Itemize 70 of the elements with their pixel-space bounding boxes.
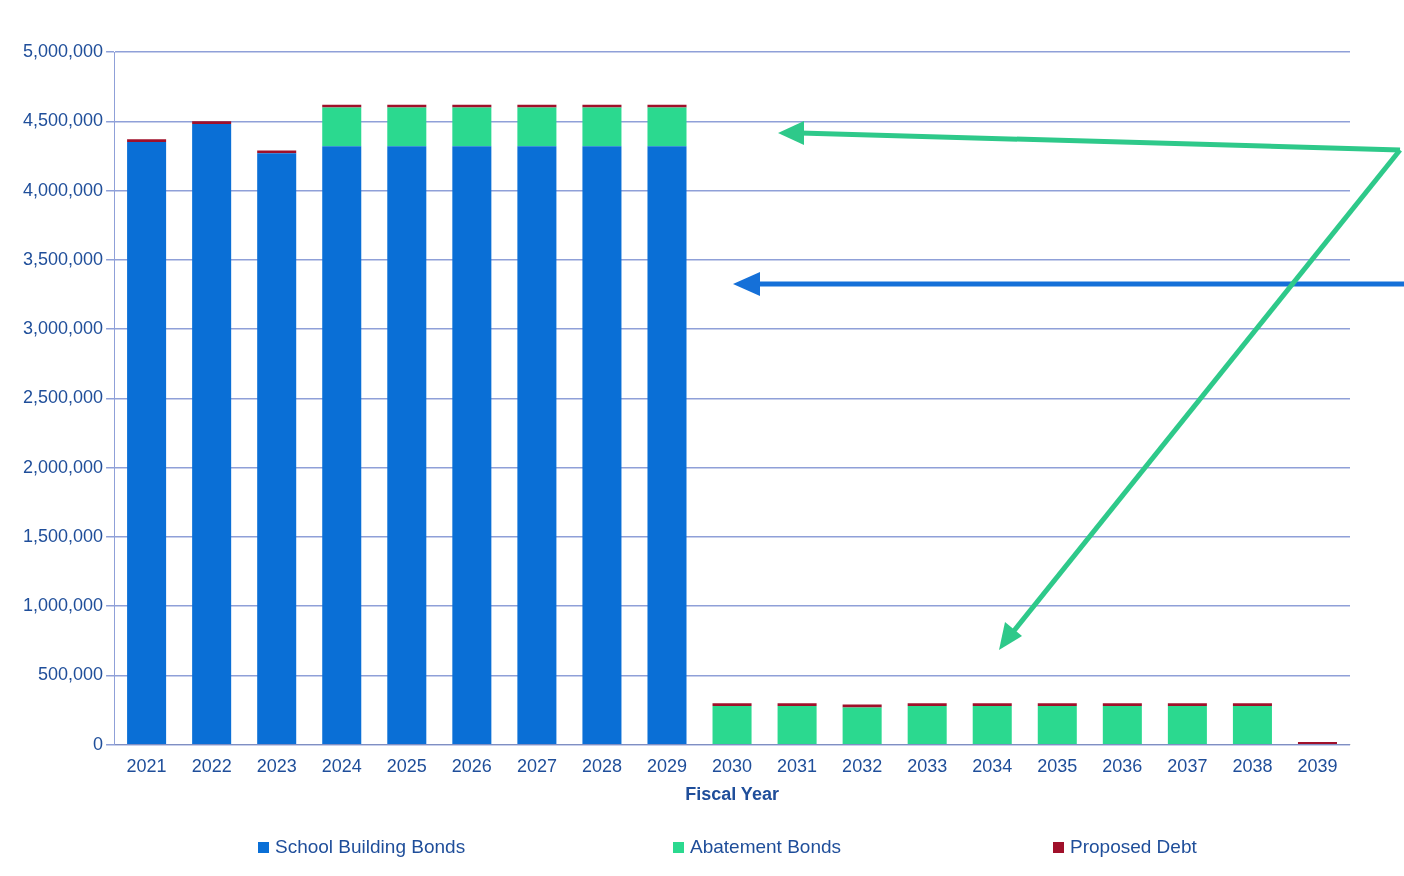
x-tick-label: 2036 [1102, 755, 1143, 776]
bar [1167, 706, 1207, 745]
bar [257, 150, 297, 154]
bar [1037, 706, 1077, 745]
x-tick-label: 2033 [907, 755, 948, 776]
bar [322, 146, 362, 745]
x-tick-label: 2037 [1167, 755, 1208, 776]
y-tick-label: 2,000,000 [23, 456, 104, 477]
x-tick-label: 2031 [777, 755, 818, 776]
y-tick-label: 1,500,000 [23, 525, 104, 546]
x-tick-label: 2032 [842, 755, 883, 776]
y-tick-label: 500,000 [38, 664, 104, 685]
x-tick-label: 2023 [256, 755, 297, 776]
bar [517, 146, 557, 745]
bar [127, 142, 167, 745]
y-tick-label: 5,000,000 [23, 40, 104, 61]
y-tick-label: 2,500,000 [23, 387, 104, 408]
bar [257, 153, 297, 745]
bar [582, 146, 622, 745]
bar [1102, 706, 1142, 745]
y-tick-label: 3,500,000 [23, 248, 104, 269]
bar [192, 124, 232, 745]
bar [1232, 703, 1272, 706]
y-tick-label: 3,000,000 [23, 318, 104, 339]
bar [1232, 706, 1272, 745]
bar [387, 107, 427, 147]
x-tick-label: 2026 [451, 755, 492, 776]
bar [972, 706, 1012, 745]
x-tick-label: 2030 [712, 755, 753, 776]
bar [712, 706, 752, 745]
x-axis-title: Fiscal Year [685, 784, 779, 805]
bar [452, 146, 492, 745]
bar [777, 703, 817, 706]
bar [647, 107, 687, 147]
y-tick-label: 4,500,000 [23, 110, 104, 131]
x-tick-label: 2035 [1037, 755, 1078, 776]
bar [192, 121, 232, 125]
x-tick-label: 2021 [126, 755, 167, 776]
legend-label: Abatement Bonds [690, 836, 842, 858]
bar [517, 107, 557, 147]
bar [322, 107, 362, 147]
x-tick-label: 2039 [1297, 755, 1338, 776]
bar [907, 703, 947, 706]
bar [647, 146, 687, 745]
bar [387, 146, 427, 745]
y-tick-label: 4,000,000 [23, 179, 104, 200]
bar [907, 706, 947, 745]
bar [582, 107, 622, 147]
y-tick-label: 1,000,000 [23, 595, 104, 616]
bar [1037, 703, 1077, 706]
x-tick-label: 2028 [581, 755, 622, 776]
bar [1102, 703, 1142, 706]
x-tick-label: 2038 [1232, 755, 1273, 776]
bar [972, 703, 1012, 706]
y-tick-label: 0 [93, 733, 104, 754]
bar [842, 707, 882, 745]
bar [712, 703, 752, 706]
legend-label: School Building Bonds [275, 836, 466, 858]
bar [777, 706, 817, 745]
bar [127, 139, 167, 143]
x-tick-label: 2027 [516, 755, 557, 776]
x-tick-label: 2034 [972, 755, 1013, 776]
x-tick-label: 2022 [191, 755, 232, 776]
bar [1167, 703, 1207, 706]
bar [452, 107, 492, 147]
bar [1297, 742, 1337, 745]
x-tick-label: 2024 [321, 755, 362, 776]
legend-label: Proposed Debt [1070, 836, 1197, 858]
x-tick-label: 2029 [646, 755, 688, 776]
x-tick-label: 2025 [386, 755, 427, 776]
